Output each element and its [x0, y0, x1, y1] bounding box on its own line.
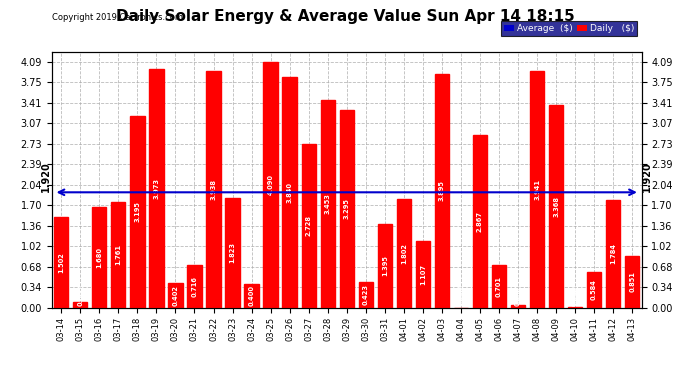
Text: 3.938: 3.938	[210, 179, 217, 200]
Bar	[168, 284, 183, 308]
Text: 3.368: 3.368	[553, 196, 559, 217]
Bar	[73, 302, 88, 307]
Text: 4.090: 4.090	[268, 174, 274, 195]
Bar	[302, 144, 316, 308]
Text: 1.107: 1.107	[420, 264, 426, 285]
Text: 1.395: 1.395	[382, 255, 388, 276]
Bar	[492, 266, 506, 308]
Bar	[244, 284, 259, 308]
Bar	[111, 202, 126, 308]
Text: 1.502: 1.502	[58, 252, 64, 273]
Bar	[415, 241, 430, 308]
Text: Copyright 2019 Cartronics.com: Copyright 2019 Cartronics.com	[52, 13, 183, 22]
Bar	[473, 135, 487, 308]
Bar	[511, 304, 525, 307]
Text: 1.920: 1.920	[642, 162, 653, 192]
Text: 0.089: 0.089	[77, 285, 83, 306]
Bar	[568, 307, 582, 308]
Bar	[549, 105, 563, 308]
Text: 0.402: 0.402	[172, 285, 179, 306]
Text: 3.973: 3.973	[153, 178, 159, 199]
Bar	[54, 217, 68, 308]
Text: 3.295: 3.295	[344, 198, 350, 219]
Bar	[359, 282, 373, 308]
Text: 0.423: 0.423	[363, 284, 368, 305]
Text: 0.047: 0.047	[515, 285, 521, 306]
Text: 0.851: 0.851	[629, 272, 635, 292]
Bar	[130, 116, 144, 308]
Text: Daily Solar Energy & Average Value Sun Apr 14 18:15: Daily Solar Energy & Average Value Sun A…	[116, 9, 574, 24]
Text: 1.761: 1.761	[115, 244, 121, 265]
Text: 3.195: 3.195	[135, 201, 140, 222]
Text: 1.823: 1.823	[230, 242, 235, 263]
Bar	[377, 224, 392, 308]
Bar	[321, 100, 335, 308]
Text: 0.400: 0.400	[248, 285, 255, 306]
Bar	[606, 201, 620, 308]
Text: 0.584: 0.584	[591, 279, 597, 300]
Bar	[397, 200, 411, 308]
Text: 3.840: 3.840	[286, 182, 293, 203]
Legend: Average  ($), Daily   ($): Average ($), Daily ($)	[501, 21, 637, 36]
Bar	[206, 71, 221, 308]
Bar	[92, 207, 106, 308]
Text: 1.784: 1.784	[610, 243, 616, 264]
Bar	[149, 69, 164, 308]
Bar	[188, 264, 201, 308]
Text: 3.895: 3.895	[439, 180, 445, 201]
Text: 0.015: 0.015	[572, 285, 578, 306]
Text: 0.000: 0.000	[458, 285, 464, 306]
Text: 0.716: 0.716	[192, 276, 197, 297]
Text: 3.941: 3.941	[534, 179, 540, 200]
Text: 1.920: 1.920	[41, 162, 51, 192]
Bar	[625, 256, 640, 307]
Bar	[339, 110, 354, 308]
Text: 3.453: 3.453	[325, 194, 331, 214]
Bar	[226, 198, 239, 308]
Text: 0.701: 0.701	[496, 276, 502, 297]
Bar	[587, 273, 601, 308]
Text: 1.680: 1.680	[97, 247, 102, 268]
Bar	[264, 62, 278, 308]
Bar	[282, 77, 297, 308]
Text: 2.728: 2.728	[306, 215, 312, 236]
Bar	[435, 74, 449, 308]
Text: 1.802: 1.802	[401, 243, 407, 264]
Text: 2.867: 2.867	[477, 211, 483, 232]
Bar	[530, 71, 544, 308]
